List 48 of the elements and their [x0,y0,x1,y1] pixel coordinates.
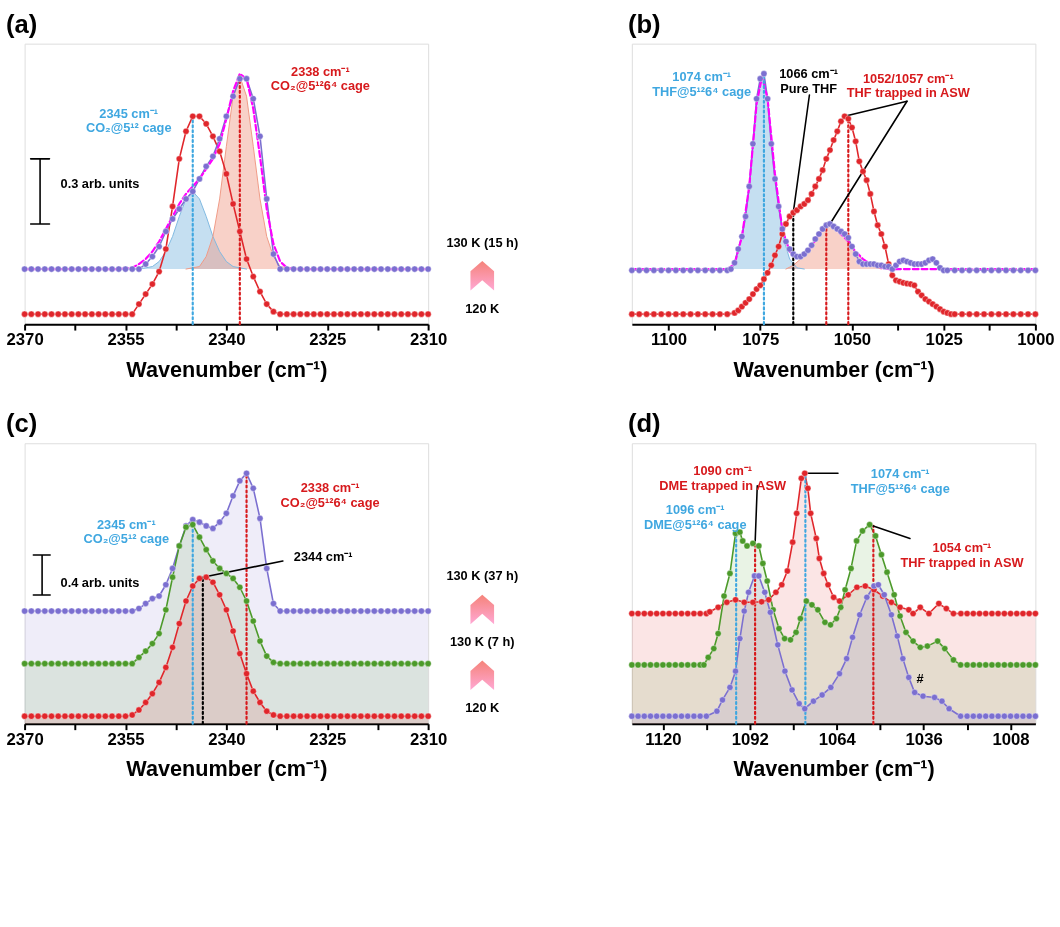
annotation: 1052/1057 cm⁻¹ THF trapped in ASW [846,70,971,101]
text: 130 K (15 h) [446,234,519,250]
annotation: # [916,670,924,686]
text: 130 K (7 h) [449,634,515,650]
x-tick-label: 1036 [905,729,943,749]
x-tick-label: 1025 [925,330,963,350]
x-axis-title: Wavenumber (cm⁻¹) [733,756,935,782]
chart-title: (d) [627,409,661,438]
chart-title: (b) [627,9,661,38]
annotation: 1096 cm⁻¹ DME@5¹²6⁴ cage [643,501,747,532]
annotation: 1090 cm⁻¹ DME trapped in ASW [659,463,787,493]
x-tick-label: 1050 [833,330,872,350]
x-tick-label: 1120 [645,729,682,749]
x-tick-label: 1092 [731,729,769,749]
chart-title: (c) [5,409,38,438]
chart-title: (a) [5,9,38,38]
x-tick-label: 1100 [650,330,688,350]
x-axis-title: Wavenumber (cm⁻¹) [126,356,328,382]
annotation: 2338 cm⁻¹ CO₂@5¹²6⁴ cage [280,480,380,510]
annotation: 1074 cm⁻¹ THF@5¹²6⁴ cage [652,69,752,100]
annotation: 2345 cm⁻¹ CO₂@5¹² cage [85,105,172,136]
x-tick-label: 1000 [1017,330,1055,350]
x-tick-label: 1075 [742,330,780,350]
annotation: 2344 cm⁻¹ [293,549,353,565]
x-tick-label: 1008 [992,729,1030,749]
annotation: 0.3 arb. units [60,175,140,191]
x-tick-label: 2310 [410,729,448,749]
annotation: 1074 cm⁻¹ THF@5¹²6⁴ cage [850,466,950,496]
x-tick-label: 2355 [107,330,145,350]
x-tick-label: 2340 [208,330,246,350]
x-tick-label: 2370 [6,330,44,350]
annotation: 1054 cm⁻¹ THF trapped in ASW [900,540,1025,571]
x-tick-label: 2340 [208,729,246,749]
x-tick-label: 2355 [107,729,145,749]
annotation: 0.4 arb. units [60,575,140,591]
x-tick-label: 2325 [309,729,347,749]
annotation: 2345 cm⁻¹ CO₂@5¹² cage [83,516,170,547]
annotation: 1066 cm⁻¹ Pure THF [779,66,838,97]
text: 120 K [465,700,501,716]
x-tick-label: 2370 [6,729,44,749]
x-axis-title: Wavenumber (cm⁻¹) [733,356,935,382]
text: 130 K (37 h) [446,568,519,584]
x-tick-label: 2325 [309,330,347,350]
text: 120 K [465,300,501,316]
annotation: 2338 cm⁻¹ CO₂@5¹²6⁴ cage [270,63,370,94]
x-tick-label: 2310 [410,330,448,350]
x-tick-label: 1064 [818,729,857,749]
x-axis-title: Wavenumber (cm⁻¹) [126,756,328,782]
